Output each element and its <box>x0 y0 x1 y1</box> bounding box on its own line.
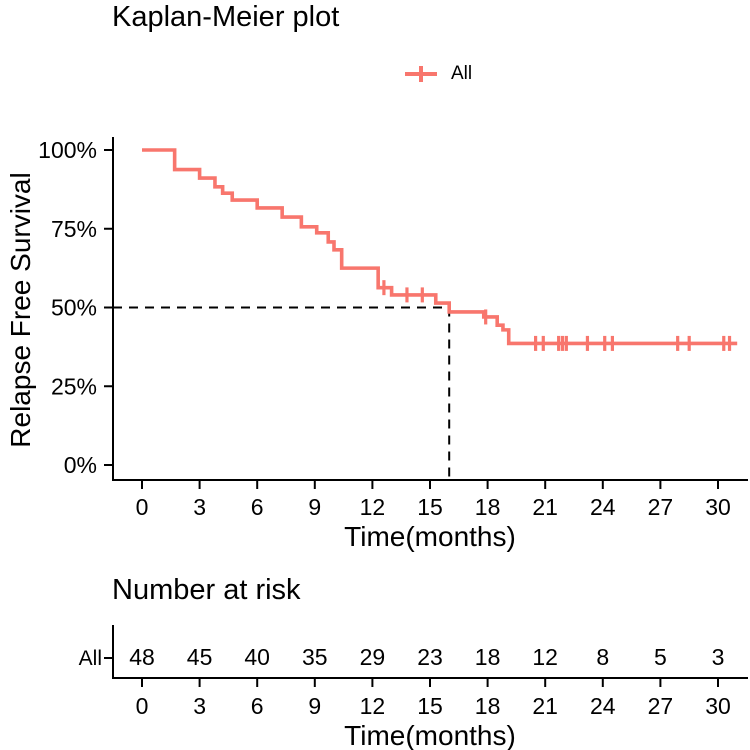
risk-count: 8 <box>596 644 609 670</box>
y-tick-label: 100% <box>38 137 97 163</box>
risk-x-axis-title: Time(months) <box>344 720 516 750</box>
y-axis-title: Relapse Free Survival <box>5 172 36 447</box>
risk-count: 18 <box>475 644 501 670</box>
number-at-risk-plot: 48 0 45 3 40 6 35 9 29 12 23 15 18 18 12 21 8 24 5 27 3 30 Al… <box>79 625 748 750</box>
risk-x-tick-label: 12 <box>360 693 386 719</box>
risk-x-tick-label: 0 <box>136 693 149 719</box>
x-tick-label: 24 <box>590 494 616 520</box>
risk-x-tick-label: 27 <box>648 693 674 719</box>
risk-count: 35 <box>302 644 328 670</box>
risk-plot-generated-layer: 48 0 45 3 40 6 35 9 29 12 23 15 18 18 12 21 8 24 5 27 3 30 <box>104 625 748 719</box>
risk-x-tick-label: 15 <box>417 693 443 719</box>
km-plot-generated-layer: 0% 25% 50% 75% 100% 0 3 6 9 12 15 18 21 24 27 30 <box>38 137 748 520</box>
legend: All <box>404 63 472 85</box>
x-tick-label: 12 <box>360 494 386 520</box>
risk-x-tick-label: 21 <box>532 693 558 719</box>
x-tick-label: 9 <box>308 494 321 520</box>
risk-count: 45 <box>187 644 213 670</box>
y-tick-label: 25% <box>51 373 97 399</box>
risk-count: 29 <box>360 644 386 670</box>
chart-title: Kaplan-Meier plot <box>112 1 340 33</box>
risk-x-tick-label: 3 <box>193 693 206 719</box>
risk-count: 12 <box>532 644 558 670</box>
risk-x-tick-label: 30 <box>705 693 731 719</box>
risk-count: 5 <box>654 644 667 670</box>
x-tick-label: 3 <box>193 494 206 520</box>
risk-row-label: All <box>79 647 102 670</box>
risk-count: 3 <box>712 644 725 670</box>
x-axis-title: Time(months) <box>344 521 516 552</box>
risk-x-tick-label: 9 <box>308 693 321 719</box>
legend-key-icon <box>405 66 437 82</box>
risk-x-tick-label: 18 <box>475 693 501 719</box>
x-tick-label: 27 <box>648 494 674 520</box>
risk-count: 48 <box>129 644 155 670</box>
km-curve-all <box>142 148 738 346</box>
legend-label: All <box>451 63 473 84</box>
risk-count: 23 <box>417 644 443 670</box>
x-tick-label: 21 <box>532 494 558 520</box>
risk-x-tick-label: 24 <box>590 693 616 719</box>
x-tick-label: 30 <box>705 494 731 520</box>
risk-table-title: Number at risk <box>112 574 301 606</box>
x-tick-label: 15 <box>417 494 443 520</box>
y-tick-label: 50% <box>51 295 97 321</box>
km-survival-plot: 0% 25% 50% 75% 100% 0 3 6 9 12 15 18 21 24 27 30 Time(m… <box>5 137 748 552</box>
x-tick-label: 6 <box>251 494 264 520</box>
y-tick-label: 75% <box>51 216 97 242</box>
risk-count: 40 <box>244 644 270 670</box>
x-tick-label: 0 <box>136 494 149 520</box>
y-tick-label: 0% <box>64 452 97 478</box>
x-tick-label: 18 <box>475 494 501 520</box>
risk-x-tick-label: 6 <box>251 693 264 719</box>
